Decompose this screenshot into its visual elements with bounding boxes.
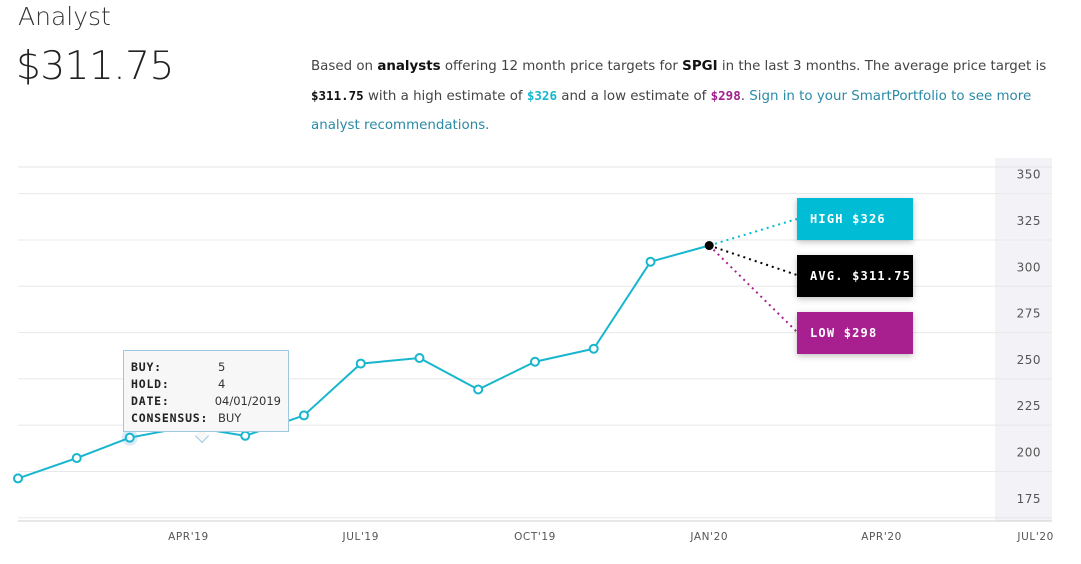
- tooltip-hold-value: 4: [218, 377, 226, 391]
- y-axis-panel: [995, 158, 1052, 521]
- data-point: [355, 358, 366, 369]
- avg-target-label: AVG. $311.75: [797, 255, 913, 297]
- tooltip-consensus-value: BUY: [218, 411, 242, 425]
- y-tick-label: 225: [1017, 399, 1041, 413]
- tooltip-buy-value: 5: [218, 360, 226, 374]
- y-tick-label: 175: [1017, 492, 1041, 506]
- current-point: [704, 241, 714, 251]
- data-point: [13, 473, 23, 484]
- tooltip-buy-label: BUY:: [131, 360, 162, 374]
- y-tick-label: 200: [1017, 445, 1041, 459]
- y-tick-label: 250: [1017, 353, 1041, 367]
- data-point: [71, 453, 82, 464]
- x-tick-label: JAN'20: [689, 531, 728, 543]
- data-point: [124, 432, 135, 443]
- desc-text-2: offering 12 month price targets for: [440, 59, 683, 74]
- average-price-target: $311.75: [16, 44, 174, 89]
- desc-text-6: .: [740, 89, 750, 104]
- price-target-description: Based on analysts offering 12 month pric…: [311, 52, 1051, 140]
- tooltip-consensus-label: CONSENSUS:: [131, 411, 209, 425]
- tooltip-date-label: DATE:: [131, 394, 170, 408]
- data-point: [298, 410, 309, 421]
- data-point: [530, 356, 540, 367]
- data-point: [645, 256, 656, 267]
- page-title: Analyst: [18, 2, 111, 31]
- desc-text-4: with a high estimate of: [363, 89, 527, 104]
- x-tick-label: OCT'19: [514, 531, 556, 543]
- desc-analysts: analysts: [377, 59, 441, 74]
- data-point: [588, 343, 599, 354]
- data-point: [240, 430, 251, 441]
- y-tick-label: 275: [1017, 307, 1041, 321]
- high-target-label: HIGH $326: [797, 198, 913, 240]
- x-tick-label: JUL'20: [1016, 531, 1053, 543]
- data-point-tooltip: BUY: 5 HOLD: 4 DATE: 04/01/2019 CONSENSUS: B…: [123, 350, 289, 432]
- desc-text-1: Based on: [311, 59, 378, 74]
- data-point: [414, 353, 425, 364]
- y-tick-label: 300: [1017, 260, 1041, 274]
- desc-ticker: SPGI: [682, 59, 718, 74]
- high-projection-line: [708, 218, 798, 247]
- x-tick-label: JUL'19: [342, 531, 379, 543]
- y-tick-label: 325: [1017, 214, 1041, 228]
- tooltip-hold-label: HOLD:: [131, 377, 170, 391]
- sign-in-link[interactable]: Sign in to your SmartPortfolio to see mo…: [311, 89, 1032, 133]
- desc-text-5: and a low estimate of: [556, 89, 711, 104]
- desc-low-value: $298: [710, 88, 741, 103]
- desc-avg-value: $311.75: [311, 88, 364, 103]
- desc-high-value: $326: [526, 88, 557, 103]
- x-tick-label: APR'19: [168, 531, 209, 543]
- tooltip-date-value: 04/01/2019: [214, 394, 281, 408]
- x-tick-label: APR'20: [861, 531, 902, 543]
- low-target-label: LOW $298: [797, 312, 913, 354]
- low-projection-line: [708, 244, 798, 333]
- desc-text-3: in the last 3 months. The average price …: [717, 59, 1047, 74]
- y-tick-label: 350: [1017, 168, 1041, 182]
- avg-projection-line: [708, 244, 798, 276]
- data-point: [473, 384, 484, 395]
